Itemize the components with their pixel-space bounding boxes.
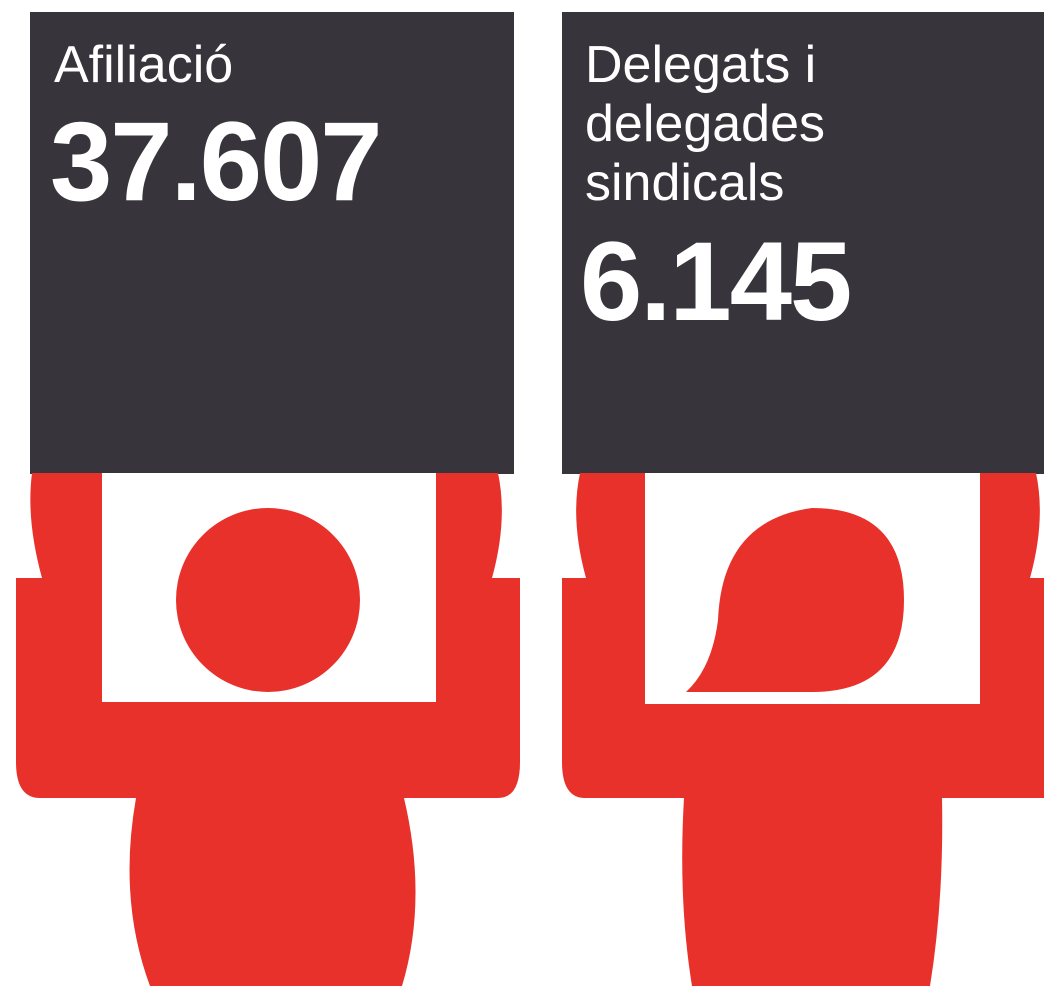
head-icon [176, 508, 360, 692]
page: Afiliació 37.607 Delegats i delegades si… [0, 0, 1044, 986]
panel-value: 37.607 [50, 99, 381, 224]
panel-label: delegades [585, 95, 825, 153]
infographic: Afiliació 37.607 Delegats i delegades si… [0, 0, 1044, 986]
figure-right [562, 473, 1044, 986]
panel-label: Delegats i [585, 36, 816, 94]
figure-left [16, 473, 520, 986]
panel-label: sindicals [585, 154, 784, 212]
panel-value: 6.145 [580, 219, 850, 344]
panel-label: Afiliació [54, 36, 233, 94]
